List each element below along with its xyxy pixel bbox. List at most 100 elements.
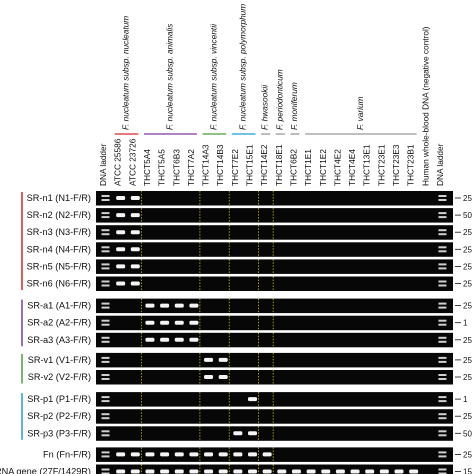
lane-label: THCT4E2 <box>332 149 342 186</box>
ladder-band <box>101 468 110 471</box>
lane-label: ATCC 25586 <box>113 138 123 186</box>
ladder-band <box>438 396 447 399</box>
ladder-band <box>101 356 110 359</box>
size-label: 25 <box>463 356 472 365</box>
species-group-label: F. nucleatum subsp. vincentii <box>208 23 218 130</box>
ladder-band <box>101 229 110 232</box>
sample-band <box>306 469 316 474</box>
sample-band <box>277 469 287 474</box>
sample-band <box>204 357 214 362</box>
lane-label: THCT23E3 <box>391 144 401 186</box>
lane-label: THCT5A4 <box>142 149 152 186</box>
species-group-label: F. hwasookii <box>260 84 270 130</box>
size-label: 25 <box>463 450 472 459</box>
species-group-label: F. varium <box>355 96 365 130</box>
ladder-band <box>101 323 110 326</box>
gel-strip <box>96 464 453 474</box>
sample-band <box>248 431 257 436</box>
lane-label: THCT7E2 <box>230 149 240 186</box>
lane-labels: DNA ladder ATCC 25586 ATCC 23726 THCT5A4 THC… <box>98 26 445 186</box>
sample-band <box>174 337 184 342</box>
lane-label: THCT4E4 <box>347 149 357 186</box>
ladder-band <box>438 356 447 359</box>
ladder-band <box>438 284 447 287</box>
sample-band <box>130 213 140 218</box>
ladder-band <box>101 306 110 309</box>
size-label: 25 <box>463 280 472 289</box>
ladder-band <box>438 336 447 339</box>
ladder-band <box>438 267 447 270</box>
sample-band <box>160 320 170 325</box>
sample-band <box>145 337 155 342</box>
lane-label: THCT14E2 <box>259 144 269 186</box>
ladder-band <box>101 319 110 322</box>
gel-row <box>96 225 453 240</box>
sample-band <box>321 469 331 474</box>
gel-row <box>96 426 453 441</box>
ladder-band <box>101 374 110 376</box>
sample-band <box>174 452 184 457</box>
gel-strip <box>96 259 453 274</box>
size-label: 50 <box>463 429 472 438</box>
size-label: 50 <box>463 211 472 220</box>
lane-label: DNA ladder <box>98 143 108 186</box>
lane-label: THCT14A3 <box>201 144 211 186</box>
ladder-band <box>101 250 110 253</box>
sample-band <box>160 303 170 308</box>
sample-band <box>116 264 126 269</box>
gel-strip <box>96 370 453 385</box>
size-label: 25 <box>463 228 472 237</box>
row-label: SR-n4 (N4-F/R) <box>27 244 91 254</box>
row-label: SR-a2 (A2-F/R) <box>27 318 91 328</box>
ladder-band <box>101 336 110 339</box>
lane-label: THCT18E1 <box>274 144 284 186</box>
sample-band <box>174 303 184 308</box>
species-group-label: F. periodonticum <box>274 69 284 130</box>
lane-label: THCT5A5 <box>157 149 167 186</box>
row-label: SR-p1 (P1-F/R) <box>27 394 91 404</box>
ladder-band <box>438 233 447 236</box>
sample-band <box>204 469 214 474</box>
ladder-band <box>438 229 447 232</box>
sample-band <box>204 452 214 457</box>
size-label: 25 <box>463 302 472 311</box>
ladder-band <box>438 212 447 215</box>
gel-strip <box>96 242 453 257</box>
ladder-band <box>101 451 110 454</box>
sample-band <box>233 452 243 457</box>
ladder-band <box>438 430 447 433</box>
gel-strip <box>96 332 453 348</box>
ladder-band <box>438 455 447 458</box>
sample-band <box>379 469 389 474</box>
ladder-band <box>438 263 447 266</box>
ladder-band <box>101 284 110 287</box>
size-label: 25 <box>463 245 472 254</box>
ladder-band <box>438 374 447 376</box>
size-label: 25 <box>463 336 472 345</box>
gel-strip <box>96 191 453 206</box>
ladder-band <box>101 263 110 266</box>
size-label: 25 <box>463 262 472 271</box>
sample-band <box>262 469 272 474</box>
sample-band <box>233 469 243 474</box>
sample-band <box>130 230 140 235</box>
lane-label: THCT14B3 <box>215 144 225 186</box>
size-label: 15 <box>463 468 472 474</box>
species-group-label: F. nucleatum subsp. polymorphum <box>238 4 248 130</box>
gel-row <box>96 315 453 331</box>
row-label: SR-n6 (N6-F/R) <box>27 279 91 289</box>
ladder-band <box>438 195 447 197</box>
sample-band <box>218 375 228 379</box>
ladder-band <box>101 233 110 236</box>
ladder-band <box>101 302 110 305</box>
gel-row <box>96 370 453 385</box>
sample-band <box>409 469 419 474</box>
species-group-label: F. nucleatum subsp. nucleatum <box>120 16 130 130</box>
sample-band <box>145 469 155 474</box>
species-group-labels: F. nucleatum subsp. nucleatum F. nucleatu… <box>114 4 417 135</box>
sample-band <box>248 397 257 402</box>
gel-strip <box>96 392 453 407</box>
sample-band <box>189 337 199 342</box>
sample-band <box>394 469 404 474</box>
